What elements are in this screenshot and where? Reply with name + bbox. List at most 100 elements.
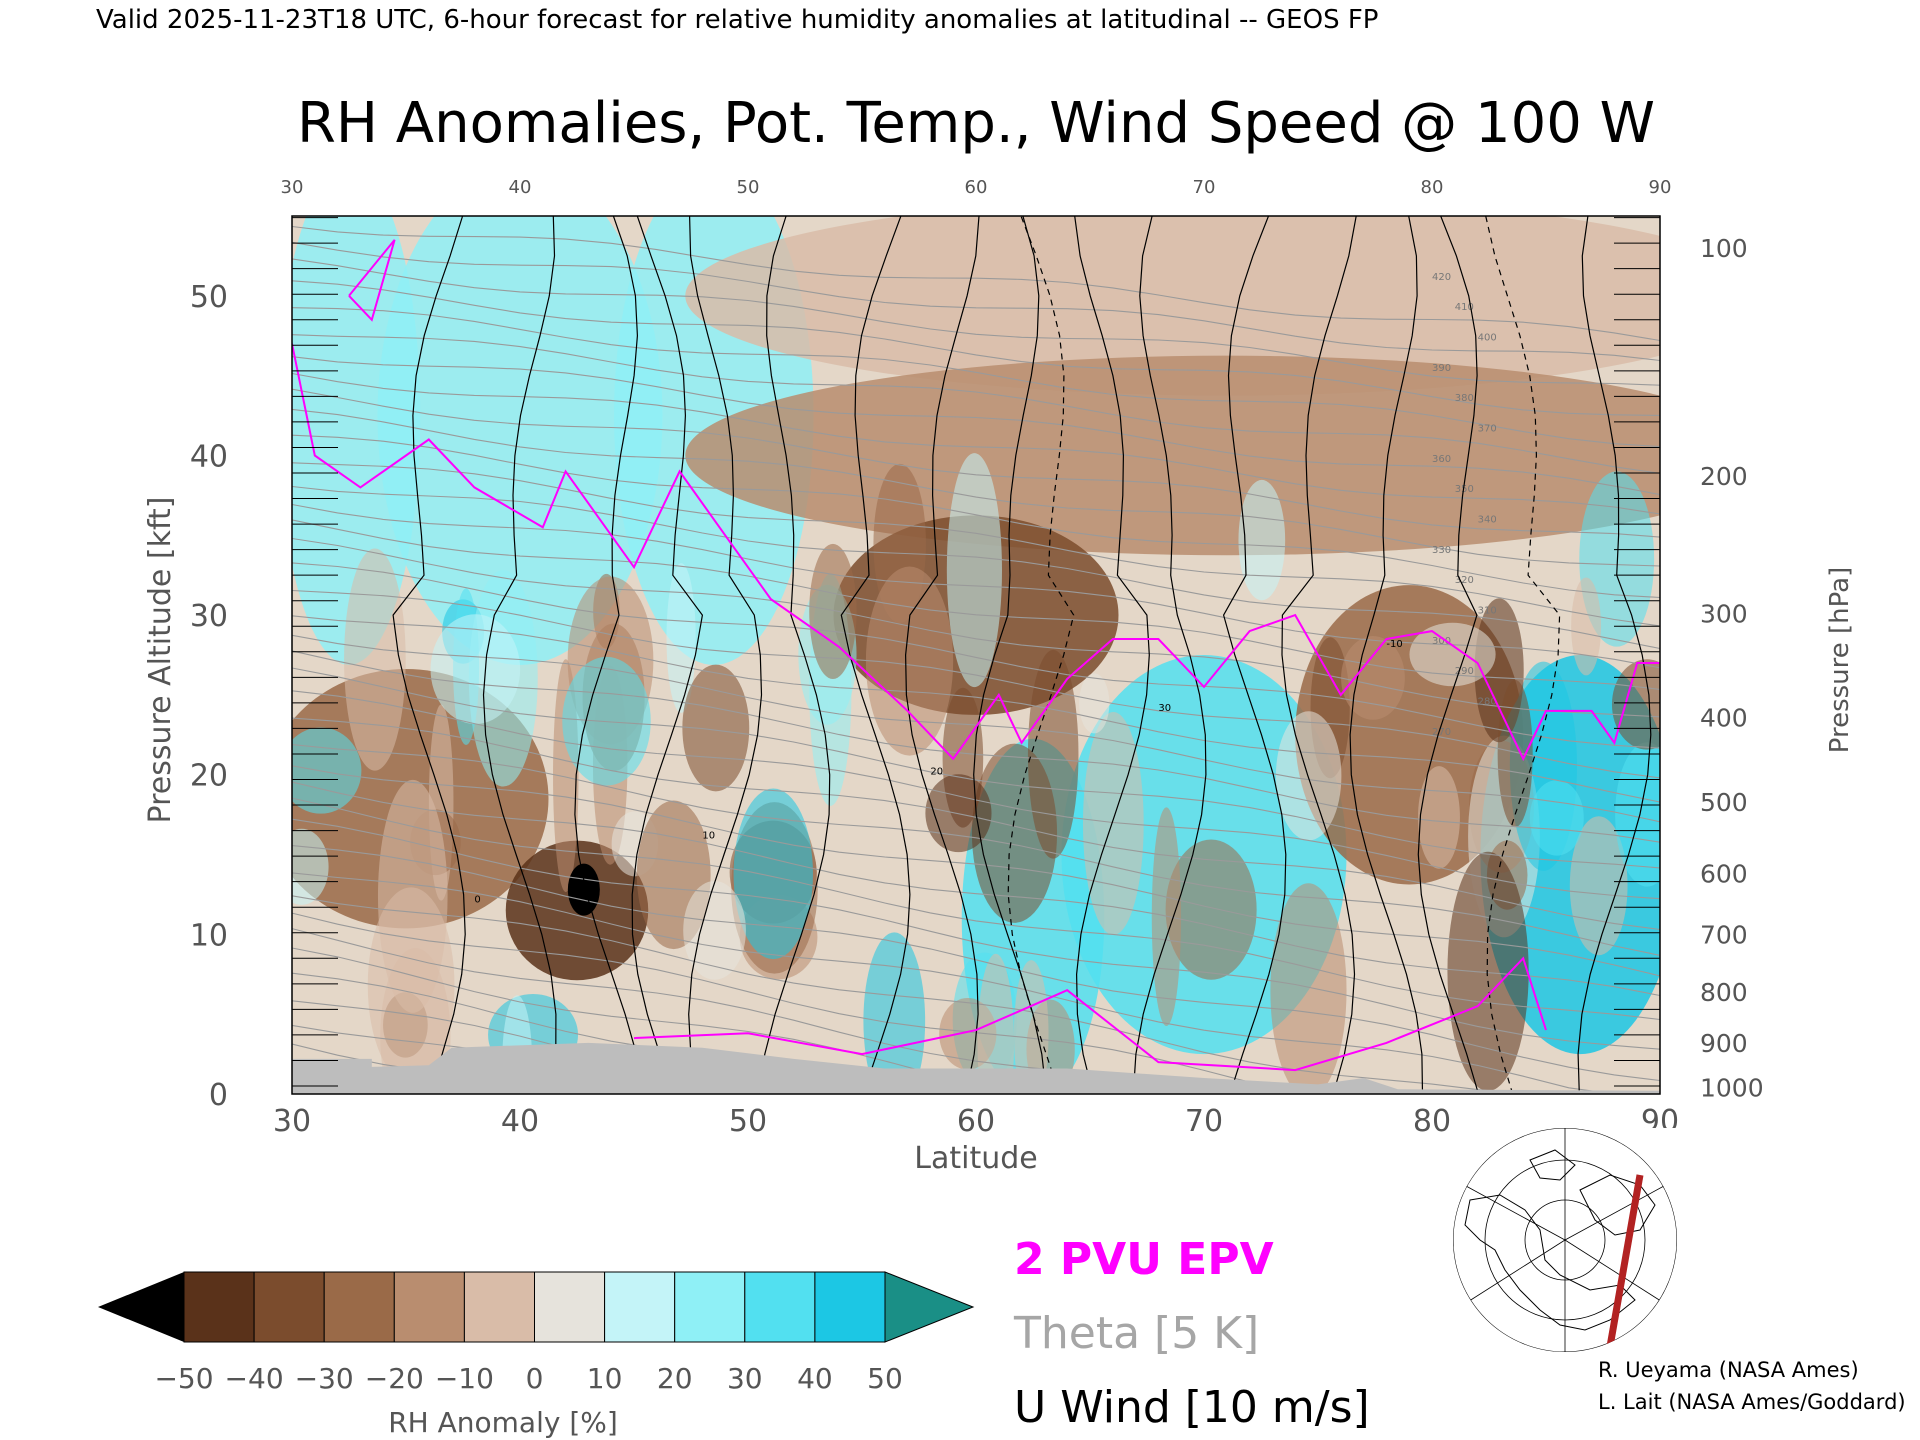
x-top-tick-label: 70 bbox=[1193, 177, 1216, 198]
wind-contour bbox=[482, 216, 557, 1094]
theta-label: 290 bbox=[1455, 666, 1474, 677]
theta-contour bbox=[292, 485, 1660, 650]
rh-streak bbox=[1529, 780, 1584, 856]
colorbar-tick-label: −30 bbox=[295, 1362, 354, 1395]
x-tick-label: 30 bbox=[273, 1104, 311, 1139]
theta-label: 410 bbox=[1455, 302, 1474, 313]
legend-entry-theta: Theta [5 K] bbox=[1013, 1308, 1259, 1359]
rh-streak bbox=[344, 548, 406, 771]
colorbar-tick-label: 50 bbox=[867, 1362, 903, 1395]
pressure-tick-label: 200 bbox=[1700, 462, 1748, 491]
y-tick-label: 0 bbox=[209, 1078, 228, 1113]
rh-streak bbox=[1341, 636, 1405, 720]
pressure-tick-label: 100 bbox=[1700, 234, 1748, 263]
rh-streak bbox=[1079, 673, 1110, 734]
x-tick-label: 70 bbox=[1185, 1104, 1223, 1139]
x-top-tick-label: 50 bbox=[737, 177, 760, 198]
rh-streak bbox=[863, 932, 926, 1094]
x-top-tick-label: 60 bbox=[965, 177, 988, 198]
rh-streak bbox=[292, 828, 329, 905]
theta-contour bbox=[292, 434, 1660, 599]
rh-streak bbox=[1497, 679, 1533, 828]
rh-streak bbox=[1615, 742, 1660, 887]
pressure-tick-label: 900 bbox=[1700, 1029, 1748, 1058]
theta-label: 330 bbox=[1432, 545, 1451, 556]
x-axis-label: Latitude bbox=[914, 1141, 1037, 1176]
legend: 2 PVU EPV Theta [5 K] U Wind [10 m/s] bbox=[1013, 1234, 1370, 1433]
y-axis-label: Pressure Altitude [kft] bbox=[143, 497, 178, 824]
rh-streak bbox=[1447, 851, 1529, 1091]
rh-streak bbox=[292, 727, 362, 814]
x-tick-label: 60 bbox=[957, 1104, 995, 1139]
rh-streak bbox=[1165, 839, 1257, 980]
colorbar-tick-label: −40 bbox=[225, 1362, 284, 1395]
colorbar-box bbox=[183, 1271, 255, 1343]
wind-label: 20 bbox=[930, 767, 943, 778]
theta-contour bbox=[292, 818, 1660, 1050]
rh-streak bbox=[1417, 766, 1460, 869]
theta-label: 380 bbox=[1455, 393, 1474, 404]
credit-line-2: L. Lait (NASA Ames/Goddard) bbox=[1598, 1390, 1906, 1414]
colorbar: −50 −40 −30 −20 −10 0 10 20 30 40 50 bbox=[98, 1271, 975, 1395]
wind-contour bbox=[1222, 216, 1287, 1094]
x-top-tick-label: 90 bbox=[1649, 177, 1672, 198]
terrain bbox=[292, 1042, 1660, 1094]
x-top-tick-label: 30 bbox=[281, 177, 304, 198]
theta-contours: 4204104003903803703603503403303203103002… bbox=[292, 225, 1660, 1094]
theta-label: 400 bbox=[1478, 333, 1497, 344]
pressure-tick-label: 800 bbox=[1700, 978, 1748, 1007]
plot-frame bbox=[291, 215, 1661, 1095]
rh-streak bbox=[1270, 883, 1347, 1094]
theta-contour bbox=[292, 589, 1660, 779]
wind-contour bbox=[1007, 216, 1075, 1094]
theta-contour bbox=[292, 845, 1660, 1082]
rh-streak bbox=[733, 788, 813, 960]
y-axis: 0 10 20 30 40 50 bbox=[190, 280, 228, 1113]
colorbar-tick-label: 10 bbox=[587, 1362, 623, 1395]
colorbar-box bbox=[534, 1271, 606, 1343]
wind-contour bbox=[1132, 216, 1207, 1094]
theta-contour bbox=[292, 519, 1660, 690]
theta-contour bbox=[292, 765, 1660, 977]
wind-contour bbox=[1074, 216, 1150, 1094]
theta-contour bbox=[292, 241, 1660, 362]
colorbar-tick-label: −20 bbox=[365, 1362, 424, 1395]
wind-label: -10 bbox=[1386, 639, 1402, 650]
theta-label: 300 bbox=[1432, 636, 1451, 647]
theta-label: 350 bbox=[1455, 484, 1474, 495]
wind-contour bbox=[688, 216, 763, 1094]
rh-cell-1 bbox=[377, 216, 663, 665]
epv-2pvu-contour bbox=[292, 239, 1660, 1072]
colorbar-tick-label: 30 bbox=[727, 1362, 763, 1395]
y-tick-label: 30 bbox=[190, 599, 228, 634]
pressure-tick-label: 300 bbox=[1700, 599, 1748, 628]
cross-section-line bbox=[1604, 1174, 1644, 1352]
theta-contour bbox=[292, 462, 1660, 627]
theta-contour bbox=[292, 1000, 1660, 1094]
wind-contour bbox=[631, 216, 704, 1094]
theta-contour bbox=[292, 225, 1660, 342]
theta-contour bbox=[292, 797, 1660, 1021]
theta-contour bbox=[292, 562, 1660, 749]
theta-label: 370 bbox=[1478, 424, 1497, 435]
rh-streak bbox=[809, 543, 857, 679]
theta-contour bbox=[292, 334, 1660, 474]
theta-contour bbox=[292, 650, 1660, 843]
pressure-tick-label: 600 bbox=[1700, 860, 1748, 889]
theta-label: 320 bbox=[1455, 575, 1474, 586]
theta-contour bbox=[292, 388, 1660, 538]
colorbar-tick-label: −10 bbox=[435, 1362, 494, 1395]
rh-streak bbox=[683, 880, 746, 980]
y-tick-label: 50 bbox=[190, 280, 228, 315]
rh-streak bbox=[1238, 479, 1286, 601]
colorbar-box bbox=[323, 1271, 395, 1343]
theta-contour bbox=[292, 634, 1660, 823]
location-marker bbox=[1680, 1226, 1696, 1242]
theta-contour bbox=[292, 258, 1660, 386]
colorbar-box bbox=[604, 1271, 676, 1343]
theta-contour bbox=[292, 615, 1660, 803]
colorbar-box bbox=[253, 1271, 325, 1343]
credit-line-1: R. Ueyama (NASA Ames) bbox=[1598, 1358, 1859, 1382]
wind-contour bbox=[1281, 216, 1357, 1094]
